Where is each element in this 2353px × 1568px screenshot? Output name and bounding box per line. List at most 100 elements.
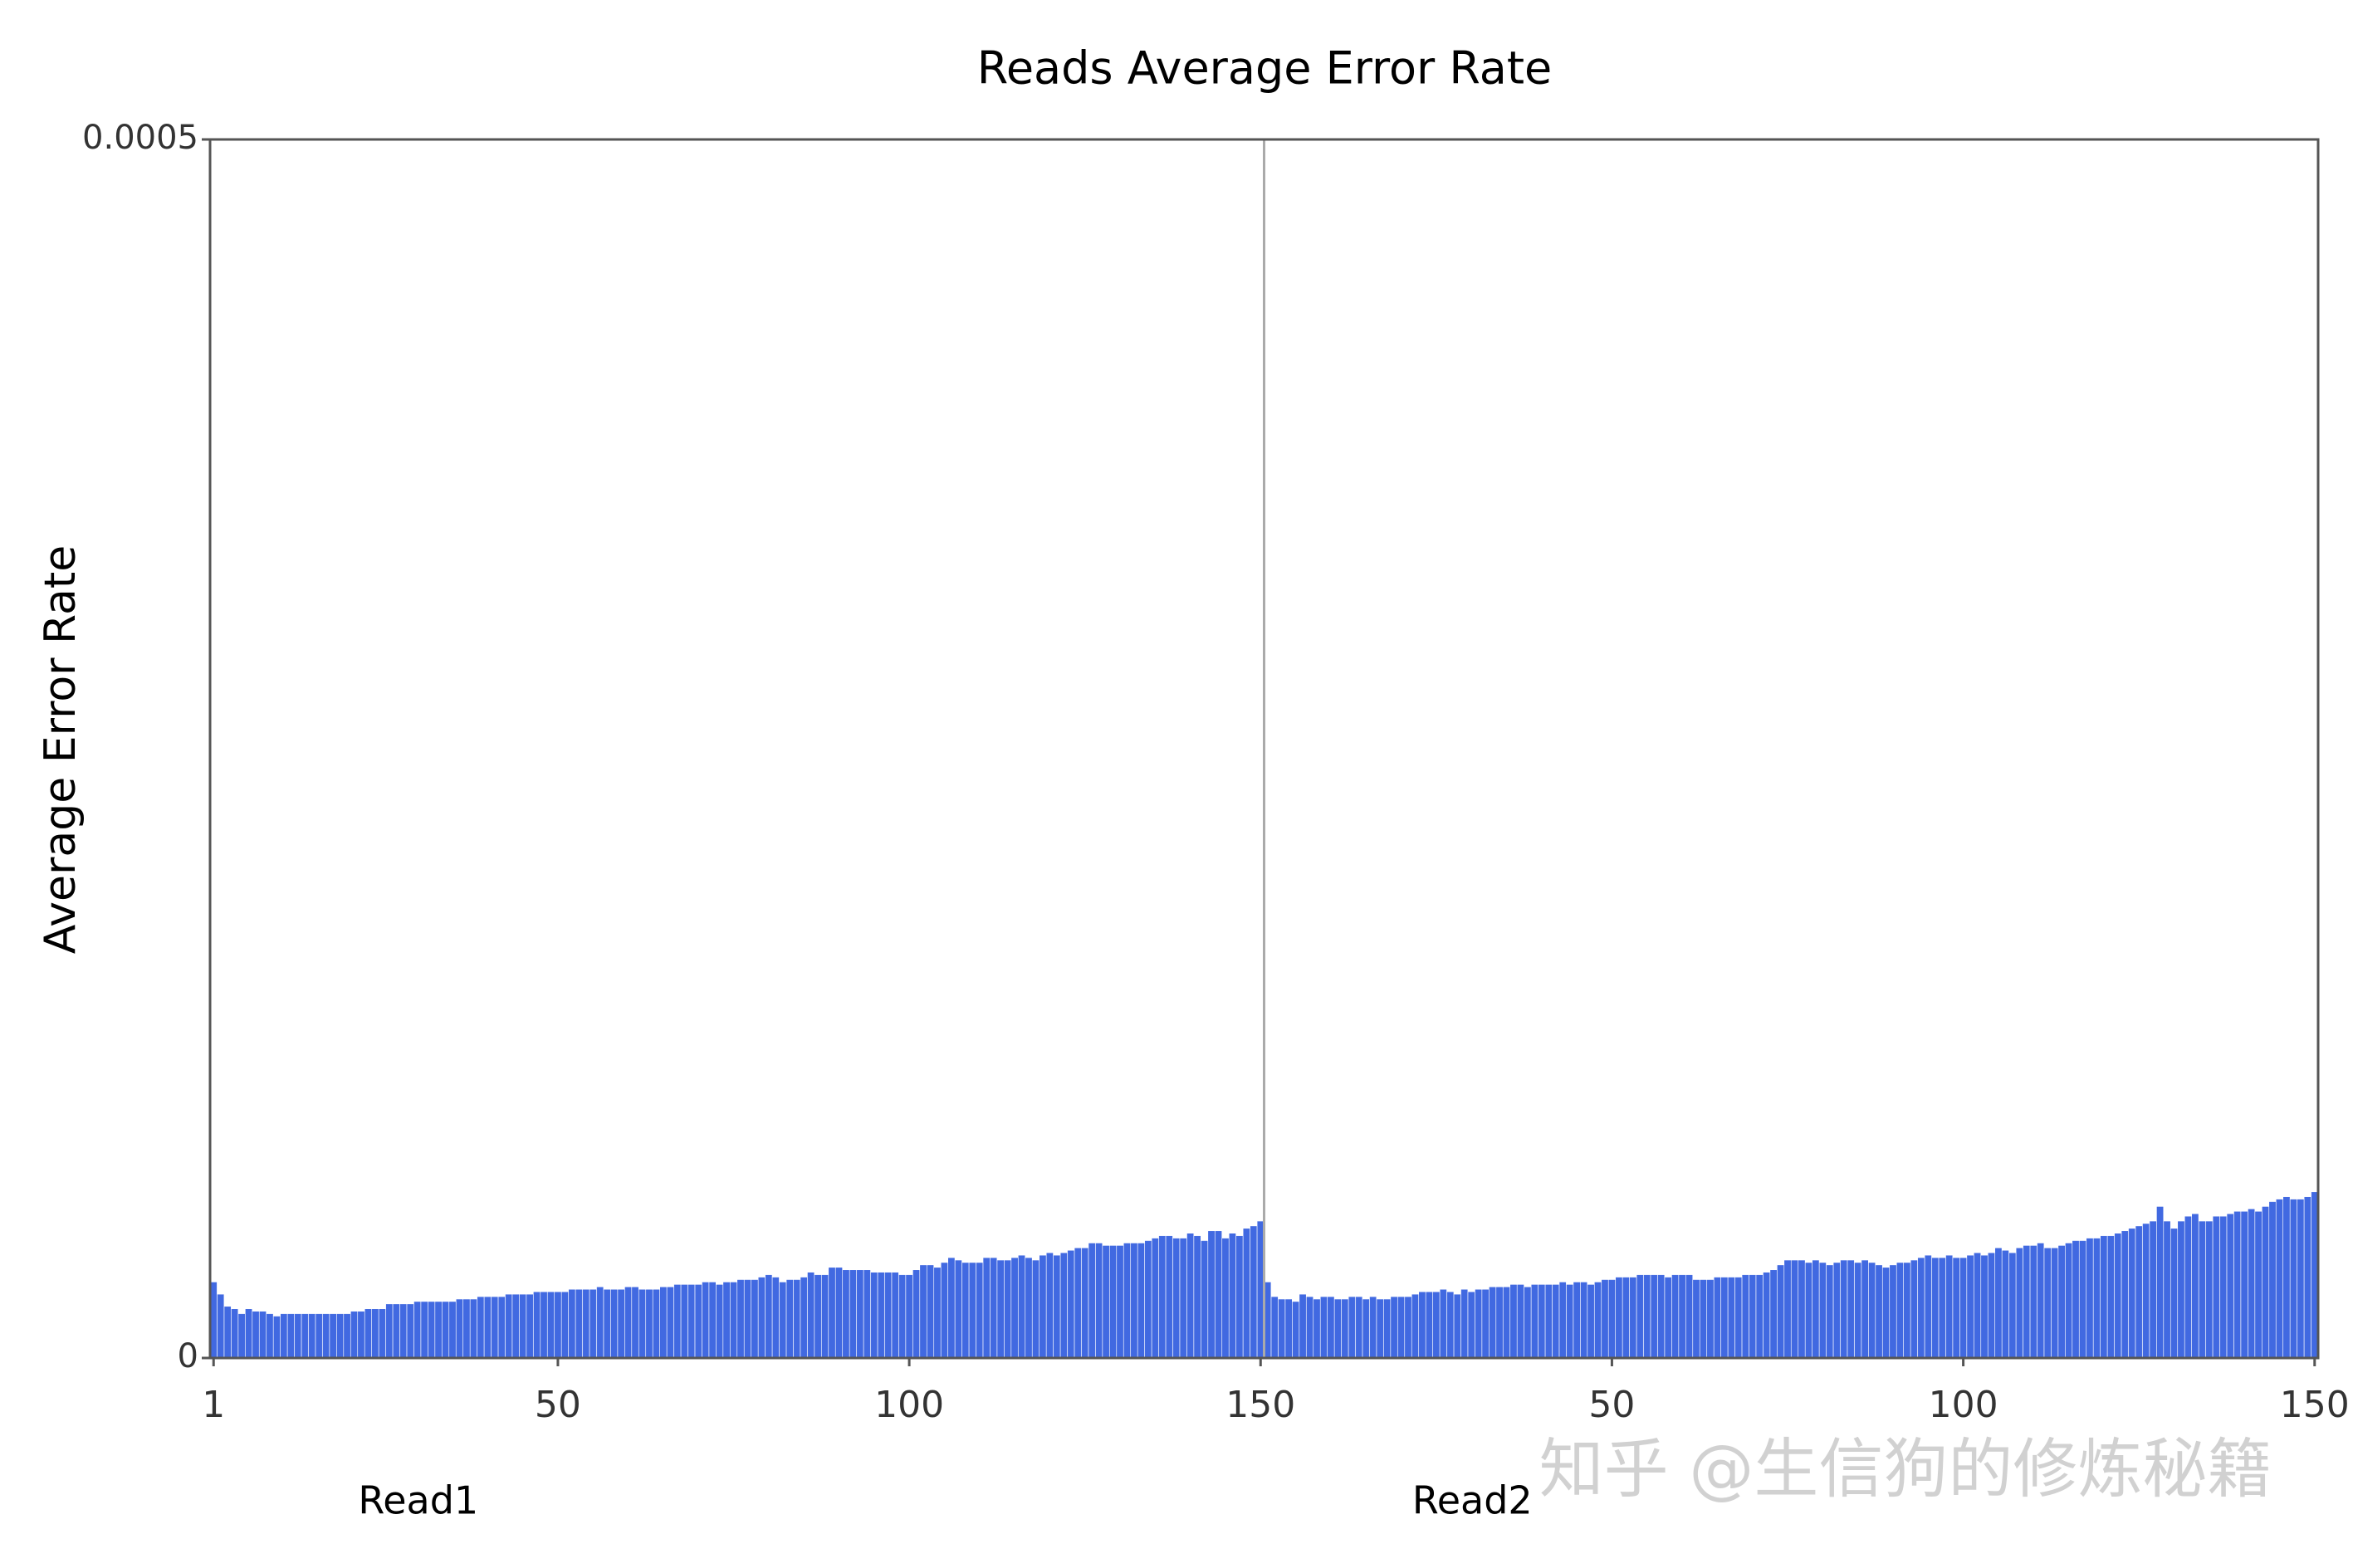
bar	[1032, 1260, 1040, 1359]
bar	[336, 1313, 344, 1359]
bar	[2304, 1196, 2311, 1359]
bar	[372, 1309, 379, 1359]
bar	[1426, 1292, 1433, 1359]
bar	[2255, 1211, 2262, 1359]
bar	[2219, 1216, 2227, 1359]
bar	[2150, 1221, 2156, 1359]
bar	[477, 1297, 484, 1359]
bar	[1988, 1253, 1995, 1359]
bar	[1186, 1233, 1194, 1359]
bar	[1053, 1255, 1060, 1359]
bar	[442, 1302, 449, 1359]
bar	[1679, 1274, 1685, 1359]
bar	[1432, 1292, 1440, 1359]
bar	[849, 1270, 857, 1359]
bar	[1896, 1263, 1904, 1359]
bar	[1271, 1297, 1279, 1359]
bar	[1320, 1297, 1328, 1359]
bar	[695, 1284, 702, 1359]
bar	[519, 1294, 526, 1359]
bar	[463, 1299, 470, 1359]
bar	[1334, 1299, 1342, 1359]
bar	[2290, 1199, 2297, 1359]
bar	[997, 1260, 1005, 1359]
bar	[2135, 1226, 2143, 1359]
bar	[1917, 1258, 1925, 1359]
bar	[2030, 1245, 2037, 1359]
bar	[2002, 1250, 2009, 1359]
bar	[835, 1268, 843, 1359]
bar	[421, 1302, 428, 1359]
bar	[596, 1287, 604, 1359]
bar	[1229, 1233, 1236, 1359]
bar	[1222, 1238, 1229, 1359]
bar	[428, 1302, 435, 1359]
bar	[1103, 1245, 1109, 1359]
bar	[723, 1282, 730, 1359]
bar	[941, 1263, 948, 1359]
bar	[667, 1287, 674, 1359]
bar	[2086, 1238, 2093, 1359]
bar	[1974, 1253, 1981, 1359]
bar	[1995, 1248, 2002, 1359]
bar	[1292, 1302, 1299, 1359]
bar	[491, 1297, 498, 1359]
bar	[1235, 1235, 1243, 1359]
bar	[2065, 1243, 2072, 1359]
bar	[267, 1313, 273, 1359]
bar	[765, 1274, 772, 1359]
bar	[217, 1294, 224, 1359]
bar	[399, 1304, 407, 1359]
bar	[793, 1279, 800, 1359]
bar	[1011, 1258, 1018, 1359]
bar	[807, 1272, 814, 1359]
bar	[2058, 1245, 2065, 1359]
bar	[983, 1258, 991, 1359]
bar	[484, 1297, 492, 1359]
bar	[2269, 1201, 2276, 1359]
bar	[1876, 1265, 1882, 1359]
bar	[2227, 1214, 2234, 1359]
bar	[2100, 1235, 2107, 1359]
bar	[1931, 1258, 1939, 1359]
bar	[1299, 1294, 1306, 1359]
bar	[800, 1277, 808, 1359]
bar	[1454, 1294, 1461, 1359]
bar	[1728, 1277, 1735, 1359]
bar	[1967, 1255, 1974, 1359]
bar	[646, 1289, 653, 1359]
bar	[1460, 1289, 1468, 1359]
bar	[1890, 1265, 1896, 1359]
bar	[751, 1279, 758, 1359]
bar	[1798, 1260, 1805, 1359]
bar	[604, 1289, 611, 1359]
bar	[673, 1284, 681, 1359]
bar	[779, 1282, 786, 1359]
bar	[955, 1260, 962, 1359]
bar	[2248, 1209, 2255, 1359]
bar	[1397, 1297, 1405, 1359]
bar	[920, 1265, 927, 1359]
bar	[1503, 1287, 1510, 1359]
bar	[730, 1282, 737, 1359]
bar	[1172, 1238, 1180, 1359]
bar	[1489, 1287, 1496, 1359]
bar	[224, 1307, 232, 1359]
bar	[744, 1279, 751, 1359]
bar	[1517, 1284, 1524, 1359]
bar	[1791, 1260, 1798, 1359]
bar	[1868, 1263, 1876, 1359]
bar	[2051, 1248, 2058, 1359]
bar	[961, 1263, 969, 1359]
bar	[301, 1313, 309, 1359]
bar	[2121, 1231, 2129, 1359]
bar	[1362, 1299, 1370, 1359]
x-tick-label: 50	[535, 1384, 581, 1426]
bar	[624, 1287, 632, 1359]
y-tick-label: 0	[178, 1337, 198, 1375]
bar	[2192, 1214, 2199, 1359]
bar	[638, 1289, 646, 1359]
bar	[1720, 1277, 1728, 1359]
bar	[2128, 1229, 2135, 1359]
